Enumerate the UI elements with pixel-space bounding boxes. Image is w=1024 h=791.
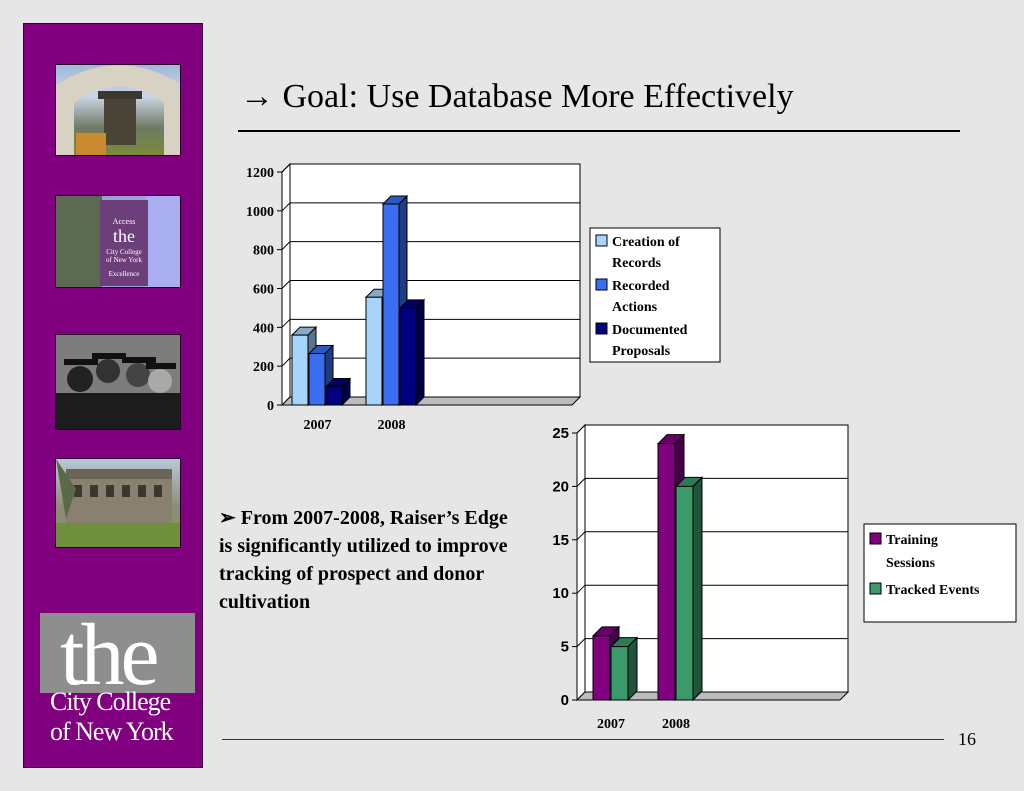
chart2-y-tick-label: 5 [561, 639, 569, 656]
chart1-bar [382, 203, 400, 406]
chart1-bar [365, 296, 383, 406]
chart1-y-tick-label: 600 [253, 283, 274, 298]
chart2-legend-swatch [869, 582, 882, 595]
chart1-legend-label: Documented [612, 323, 688, 338]
title-arrow-icon: → [240, 78, 274, 115]
bullet-arrow-icon: ➢ [219, 507, 236, 529]
bullet-point: ➢ From 2007-2008, Raiser’s Edge is signi… [219, 504, 519, 616]
chart2-gridline [576, 477, 848, 487]
chart1-legend-label: Proposals [612, 344, 671, 359]
graduates-graphic [56, 335, 180, 429]
chart2-bar [610, 646, 629, 701]
banner-graphic: Access the City College of New York Exce… [56, 196, 180, 287]
chart2-bar-side [627, 636, 638, 702]
chart2-y-tick-label: 20 [552, 478, 569, 495]
logo-line-1: City College [50, 687, 171, 716]
svg-text:Access: Access [113, 217, 136, 226]
quad-graphic [56, 459, 180, 547]
chart1-legend-label: Recorded [612, 279, 670, 294]
chart1-legend-swatch [595, 278, 608, 291]
chart2-gridline [576, 638, 848, 647]
campus-quad-photo [55, 458, 181, 548]
page-number: 16 [958, 729, 976, 749]
svg-text:Excellence: Excellence [109, 270, 140, 278]
chart2-legend-swatch [869, 532, 882, 545]
chart1-y-tick-label: 0 [267, 399, 274, 414]
graduates-photo [55, 334, 181, 430]
chart1-gridline [281, 280, 580, 289]
chart1-x-tick-label: 2008 [378, 418, 406, 433]
chart1-gridline [281, 357, 580, 367]
chart1-y-tick-label: 1200 [246, 166, 274, 181]
city-college-logo: the City College of New York [40, 607, 195, 755]
campus-arch-photo [55, 64, 181, 156]
city-college-banner-photo: Access the City College of New York Exce… [55, 195, 181, 288]
chart2-y-tick-label: 10 [552, 585, 569, 602]
svg-text:City College: City College [106, 248, 142, 256]
chart1-gridline [281, 163, 580, 173]
chart2-y-tick-label: 15 [552, 532, 569, 549]
chart1-bar-side [415, 298, 425, 407]
chart1-bar [399, 307, 417, 406]
arch-graphic [56, 65, 180, 155]
chart2-x-tick-label: 2008 [662, 717, 690, 732]
slide-title: → Goal: Use Database More Effectively [240, 78, 794, 116]
title-underline [238, 130, 960, 132]
chart2-bar [592, 635, 611, 701]
logo-line-2: of New York [50, 717, 174, 746]
chart1-bar [308, 353, 326, 406]
chart2-legend [863, 523, 1017, 623]
chart1-y-tick-label: 400 [253, 321, 274, 336]
chart2-bar [657, 443, 676, 701]
chart1-y-tick-label: 800 [253, 244, 274, 259]
chart1-gridline [281, 318, 580, 328]
logo-purple-band [40, 693, 195, 755]
chart1-legend [589, 227, 721, 363]
chart1-legend-label: Creation of [612, 235, 680, 250]
chart1-legend-swatch [595, 234, 608, 247]
footer-rule [222, 739, 944, 740]
chart2-bar [675, 485, 694, 701]
chart2-bar-side [692, 476, 703, 702]
chart1-y-tick-label: 200 [253, 360, 274, 375]
svg-text:the: the [113, 226, 135, 246]
chart1-legend-label: Actions [612, 300, 658, 315]
chart1-legend-label: Records [612, 256, 662, 271]
chart2-legend-label: Sessions [886, 556, 936, 571]
title-text: Goal: Use Database More Effectively [282, 78, 794, 115]
chart2-x-tick-label: 2007 [597, 717, 625, 732]
bullet-text: From 2007-2008, Raiser’s Edge is signifi… [219, 507, 508, 613]
chart1-gridline [281, 202, 580, 212]
chart1-y-tick-label: 1000 [246, 205, 274, 220]
chart1-x-tick-label: 2007 [304, 418, 332, 433]
chart2-y-tick-label: 25 [552, 425, 569, 442]
svg-text:of New York: of New York [106, 256, 142, 264]
chart1-gridline [281, 241, 580, 251]
chart2-gridline [576, 531, 848, 541]
chart2-gridline [576, 424, 848, 434]
chart2-side-wall [576, 423, 586, 702]
chart2-legend-label: Training [886, 533, 938, 548]
chart2-y-tick-label: 0 [561, 692, 569, 709]
chart1-bar [291, 334, 309, 406]
logo-the-text: the [60, 607, 159, 704]
chart2-gridline [576, 584, 848, 594]
chart1-bar [325, 386, 343, 406]
chart2-legend-label: Tracked Events [886, 583, 980, 598]
chart1-legend-swatch [595, 322, 608, 335]
